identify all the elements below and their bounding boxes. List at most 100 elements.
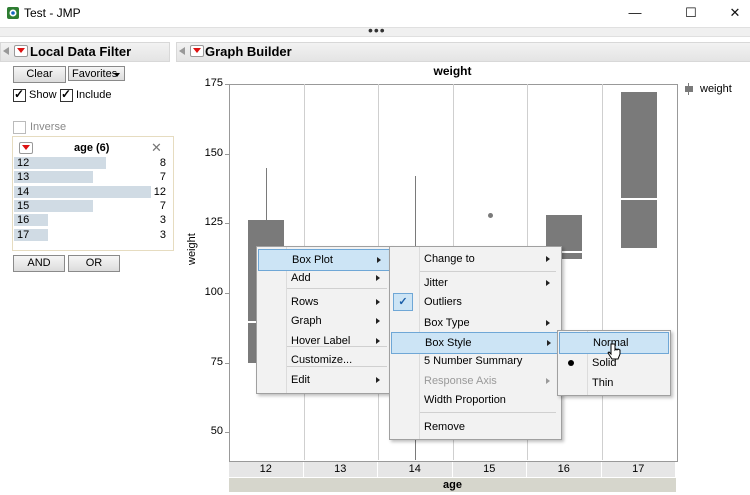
y-tick-mark <box>225 292 229 294</box>
box-17[interactable] <box>620 92 657 249</box>
menu-item-add[interactable]: Add <box>258 268 388 288</box>
menu-item-label: Customize... <box>291 354 353 366</box>
menu-item-hover-label[interactable]: Hover Label <box>258 331 388 351</box>
collapse-triangle-icon[interactable] <box>179 47 185 55</box>
menu-item-box-type[interactable]: Box Type <box>391 313 558 333</box>
box-plot-submenu: Change to Jitter Outliers ✓ Box Type Box Styl… <box>389 246 562 440</box>
menu-item-graph[interactable]: Graph <box>258 311 388 331</box>
graph-red-triangle-icon[interactable] <box>190 45 204 57</box>
submenu-arrow-icon <box>546 256 550 262</box>
age-count: 3 <box>159 214 166 227</box>
y-tick-mark <box>225 432 229 434</box>
y-tick-mark <box>225 84 229 85</box>
menu-separator <box>420 412 556 413</box>
menu-item-label: 5 Number Summary <box>424 355 523 367</box>
maximize-button[interactable]: ☐ <box>685 5 697 20</box>
menu-item-label: Add <box>291 272 311 284</box>
x-tick-label[interactable]: 15 <box>452 462 527 477</box>
submenu-arrow-icon <box>547 340 551 346</box>
menu-item-outliers[interactable]: Outliers ✓ <box>391 292 558 312</box>
local-data-filter-header <box>0 42 170 62</box>
age-count: 7 <box>159 199 166 212</box>
menu-item-5-number-summary[interactable]: 5 Number Summary <box>391 351 558 371</box>
graph-builder-title: Graph Builder <box>205 44 292 59</box>
window-title: Test - JMP <box>24 6 81 20</box>
age-bar[interactable] <box>14 199 93 212</box>
menu-item-change-to[interactable]: Change to <box>391 249 558 269</box>
submenu-arrow-icon <box>546 280 550 286</box>
x-tick-label[interactable]: 16 <box>527 462 602 477</box>
menu-item-rows[interactable]: Rows <box>258 292 388 312</box>
y-tick-mark <box>225 362 229 364</box>
show-checkbox[interactable] <box>13 87 26 102</box>
legend-swatch-whisker <box>688 83 689 95</box>
menu-item-label: Hover Label <box>291 335 351 347</box>
graph-title: weight <box>433 64 472 78</box>
box-whisker <box>266 167 268 221</box>
close-button[interactable]: ✕ <box>729 5 741 20</box>
minimize-button[interactable]: — <box>628 5 642 20</box>
menu-item-label: Box Style <box>425 337 472 349</box>
filter-red-triangle-icon[interactable] <box>14 45 28 57</box>
menu-item-response-axis: Response Axis <box>391 371 558 391</box>
age-value-label: 15 <box>17 199 30 212</box>
splitter-grip-icon[interactable]: ••• <box>368 22 386 38</box>
menu-item-label: Width Proportion <box>424 394 506 406</box>
menu-item-box-plot[interactable]: Box Plot <box>258 249 390 271</box>
menu-item-label: Box Type <box>424 317 470 329</box>
x-tick-label[interactable]: 17 <box>601 462 676 477</box>
remove-filter-icon[interactable]: ✕ <box>151 140 162 155</box>
menu-item-remove[interactable]: Remove <box>391 417 558 437</box>
menu-separator <box>287 366 387 367</box>
y-tick-label: 175 <box>204 77 223 89</box>
age-count: 7 <box>159 171 166 184</box>
favorites-button[interactable]: Favorites <box>68 66 125 81</box>
menu-item-label: Jitter <box>424 277 448 289</box>
x-tick-label[interactable]: 14 <box>378 462 453 477</box>
submenu-arrow-icon <box>376 377 380 383</box>
y-tick-label: 150 <box>204 146 223 159</box>
jmp-app-icon <box>7 7 19 19</box>
cursor-hand-icon <box>607 343 621 360</box>
age-bar[interactable] <box>14 214 48 227</box>
menu-item-label: Normal <box>593 337 629 349</box>
menu-item-customize[interactable]: Customize... <box>258 350 388 370</box>
menu-item-thin[interactable]: Thin <box>559 373 667 393</box>
menu-item-label: Rows <box>291 296 319 308</box>
x-tick-label[interactable]: 13 <box>303 462 378 477</box>
inverse-checkbox[interactable] <box>13 121 26 134</box>
menu-item-jitter[interactable]: Jitter <box>391 273 558 293</box>
menu-item-width-proportion[interactable]: Width Proportion <box>391 390 558 410</box>
x-axis-label[interactable]: age <box>229 478 676 492</box>
menu-item-solid[interactable]: Solid <box>559 353 667 373</box>
age-bar[interactable] <box>14 157 106 169</box>
outlier-point[interactable] <box>487 212 493 218</box>
splitter-bar[interactable] <box>0 27 750 37</box>
age-bar[interactable] <box>14 228 48 241</box>
x-tick-label[interactable]: 12 <box>229 462 304 477</box>
context-menu: Box Plot Add Rows Graph Hover Label Customize… <box>256 246 392 394</box>
clear-button[interactable]: Clear <box>13 66 66 83</box>
collapse-triangle-icon[interactable] <box>3 47 9 55</box>
title-bar <box>0 0 750 26</box>
include-checkbox[interactable] <box>60 87 73 102</box>
age-bar[interactable] <box>14 171 93 184</box>
box-median <box>620 198 657 201</box>
inverse-label: Inverse <box>30 121 67 133</box>
age-value-label: 14 <box>17 185 30 198</box>
submenu-arrow-icon <box>376 318 380 324</box>
age-red-triangle-icon[interactable] <box>19 142 33 154</box>
box-median <box>546 251 583 254</box>
and-button[interactable]: AND <box>13 255 65 272</box>
age-bar[interactable] <box>14 185 151 198</box>
or-button[interactable]: OR <box>68 255 120 272</box>
menu-item-label: Edit <box>291 374 310 386</box>
menu-separator <box>287 288 387 289</box>
gridline <box>602 84 603 460</box>
age-value-label: 12 <box>17 157 30 169</box>
dropdown-arrow-icon <box>114 73 120 77</box>
menu-item-edit[interactable]: Edit <box>258 370 388 390</box>
local-data-filter-title: Local Data Filter <box>30 44 132 59</box>
menu-item-label: Outliers <box>424 296 462 308</box>
menu-item-box-style[interactable]: Box Style <box>391 332 560 354</box>
